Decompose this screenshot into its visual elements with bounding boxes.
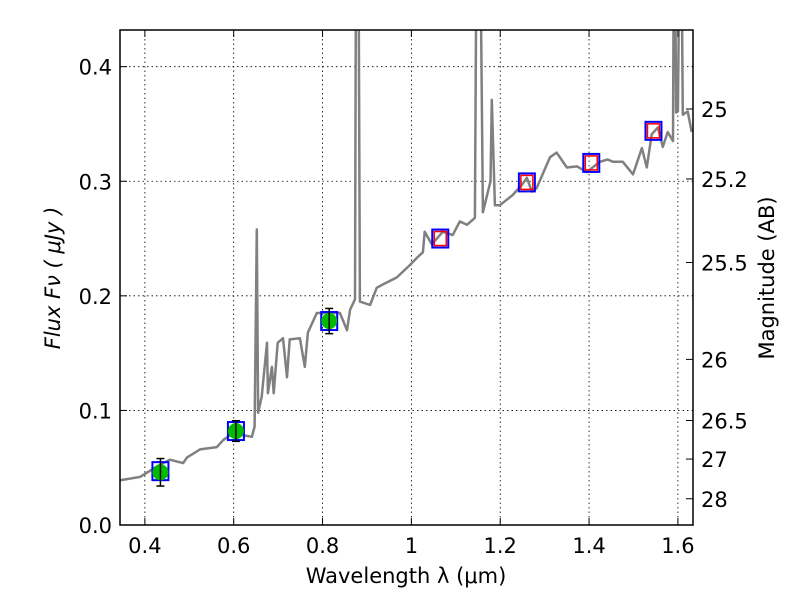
right-tick-label: 25 — [701, 98, 728, 122]
right-tick-label: 28 — [701, 488, 728, 512]
x-tick-label: 1.6 — [661, 534, 694, 558]
y-tick-label: 0.2 — [79, 285, 112, 309]
predicted-photometry-box — [520, 174, 534, 191]
grid — [120, 30, 693, 526]
model-photometry-box — [582, 152, 601, 173]
ticks: 0.4 0.6 0.8 1 1.2 1.4 1.6 0.0 0.1 0.2 0.3 0.4 25 25.2… — [79, 30, 748, 558]
right-tick-label: 26.5 — [701, 409, 748, 433]
right-tick-label: 26 — [701, 348, 728, 372]
x-tick-label: 0.8 — [306, 534, 339, 558]
y-tick-label: 0.1 — [79, 399, 112, 423]
y-tick-label: 0.3 — [79, 170, 112, 194]
x-tick-label: 1.2 — [484, 534, 517, 558]
predicted-photometry-box — [646, 123, 661, 139]
spectrum-line — [120, 30, 693, 482]
y-axis-label: Flux Fν ( μJy ) — [41, 207, 65, 350]
predicted-photometry-box — [584, 155, 599, 171]
plot-frame — [119, 29, 694, 526]
x-axis-label: Wavelength λ (μm) — [306, 564, 507, 588]
x-tick-label: 0.6 — [217, 534, 250, 558]
model-photometry-box — [517, 172, 536, 193]
right-tick-label: 25.5 — [701, 252, 748, 276]
predicted-photometry-box — [433, 230, 448, 247]
y-tick-label: 0.4 — [79, 56, 112, 80]
spectrum-layer — [120, 30, 693, 482]
photometry-layer — [151, 120, 663, 487]
right-tick-label: 25.2 — [701, 168, 748, 192]
x-tick-label: 1.4 — [572, 534, 605, 558]
x-tick-label: 1 — [405, 534, 418, 558]
x-tick-label: 0.4 — [128, 534, 161, 558]
right-axis-label: Magnitude (AB) — [755, 196, 779, 359]
y-tick-label: 0.0 — [79, 514, 112, 538]
right-tick-label: 27 — [701, 448, 728, 472]
model-photometry-box — [431, 228, 450, 249]
model-photometry-box — [644, 120, 663, 141]
